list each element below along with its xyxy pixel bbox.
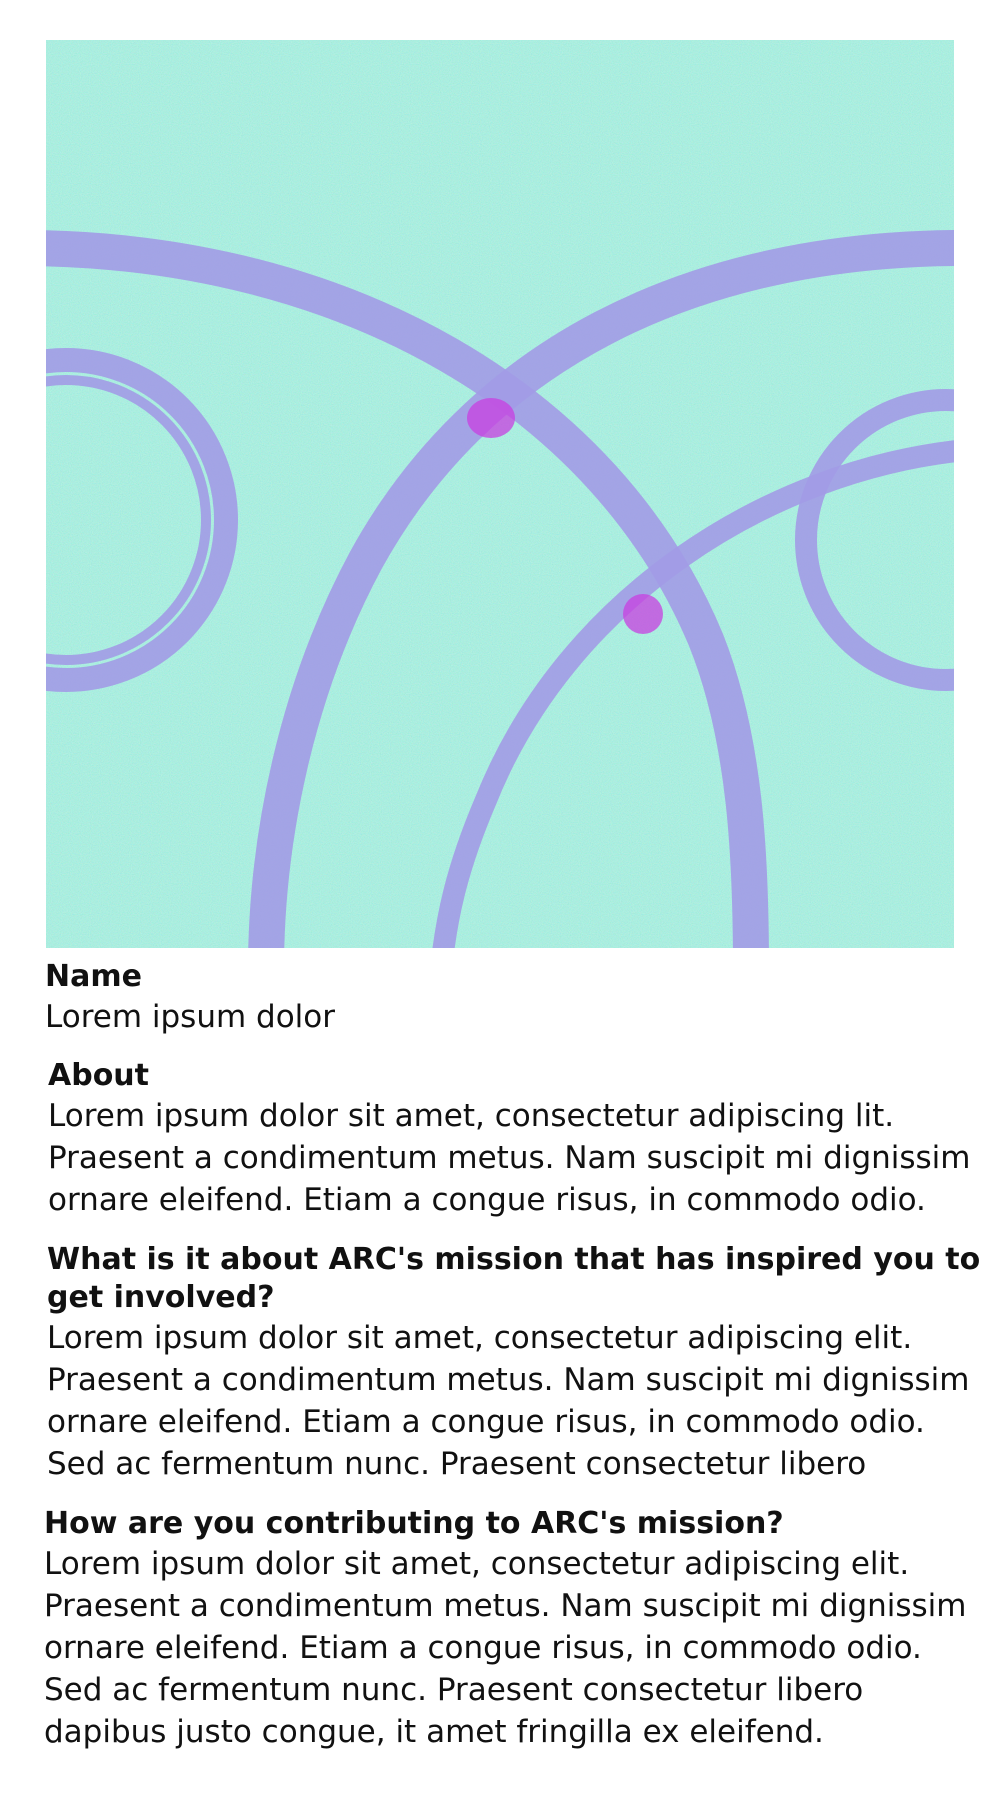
ring-right-outer [795, 389, 954, 691]
ring-left-outer [46, 348, 238, 692]
contribution-section: How are you contributing to ARC's missio… [44, 1505, 984, 1753]
ring-left-inner [46, 375, 211, 665]
mission-section: What is it about ARC's mission that has … [47, 1241, 987, 1485]
mission-answer: Lorem ipsum dolor sit amet, consectetur … [47, 1320, 970, 1482]
ring-overlap-lower [623, 594, 663, 634]
name-value: Lorem ipsum dolor [45, 999, 335, 1035]
name-section: Name Lorem ipsum dolor [45, 958, 985, 1038]
ring-arc-2 [248, 230, 954, 948]
mission-question: What is it about ARC's mission that has … [47, 1242, 981, 1315]
about-section: About Lorem ipsum dolor sit amet, consec… [48, 1057, 988, 1221]
ring-overlap-upper [467, 398, 515, 438]
ring-arc-1 [46, 230, 769, 948]
profile-image [46, 40, 954, 948]
name-label: Name [45, 959, 142, 994]
contribution-answer: Lorem ipsum dolor sit amet, consectetur … [44, 1546, 967, 1750]
profile-image-artwork [46, 40, 954, 948]
ring-arc-3 [432, 440, 954, 948]
about-label: About [48, 1058, 150, 1093]
about-value: Lorem ipsum dolor sit amet, consectetur … [48, 1098, 971, 1218]
contribution-question: How are you contributing to ARC's missio… [44, 1506, 784, 1541]
